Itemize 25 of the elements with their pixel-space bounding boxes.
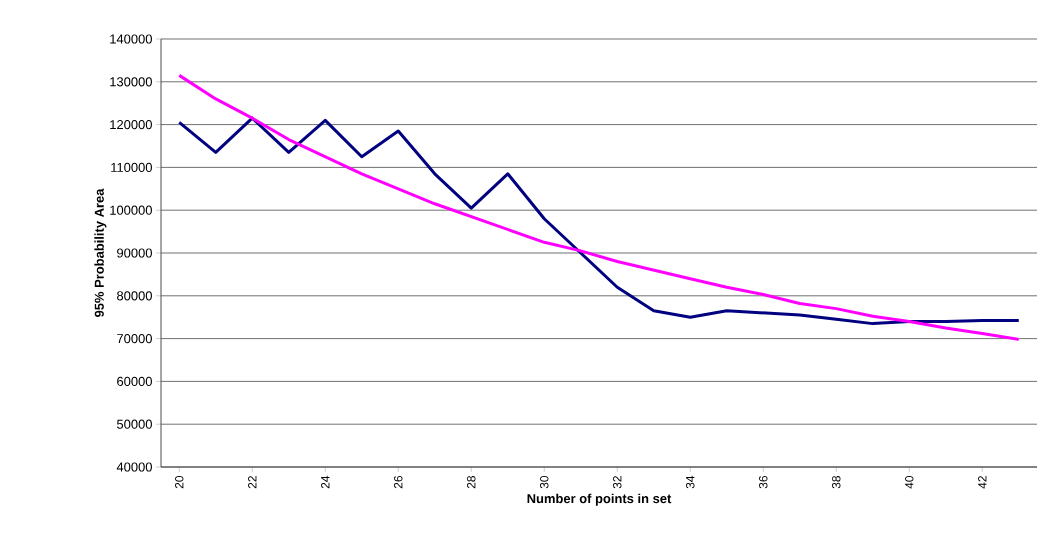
- x-tick-label: 32: [613, 476, 622, 489]
- y-tick-label: 120000: [110, 120, 152, 130]
- x-tick-label: 42: [978, 476, 987, 489]
- y-tick-label: 140000: [110, 34, 152, 44]
- y-tick-label: 110000: [111, 162, 152, 172]
- x-tick-label: 28: [467, 476, 476, 489]
- y-tick-label: 100000: [110, 205, 152, 215]
- y-tick-label: 40000: [116, 462, 152, 472]
- x-tick-label: 22: [248, 476, 257, 489]
- x-tick-label: 40: [905, 475, 914, 489]
- y-tick-label: 60000: [117, 376, 152, 386]
- x-tick-label: 24: [321, 475, 330, 489]
- y-tick-label: 50000: [116, 419, 152, 429]
- y-tick-label: 70000: [117, 334, 152, 344]
- x-tick-label: 30: [540, 475, 549, 489]
- x-tick-label: 26: [394, 476, 403, 489]
- x-tick-label: 20: [175, 475, 184, 489]
- y-tick-label: 90000: [117, 248, 152, 258]
- x-tick-label: 36: [759, 476, 768, 489]
- x-tick-label: 34: [686, 475, 695, 489]
- y-tick-label: 80000: [117, 291, 152, 301]
- y-tick-label: 130000: [110, 77, 152, 87]
- x-tick-label: 38: [832, 476, 841, 489]
- y-axis-title: 95% Probability Area: [94, 188, 107, 317]
- x-axis-title: Number of points in set: [527, 493, 672, 506]
